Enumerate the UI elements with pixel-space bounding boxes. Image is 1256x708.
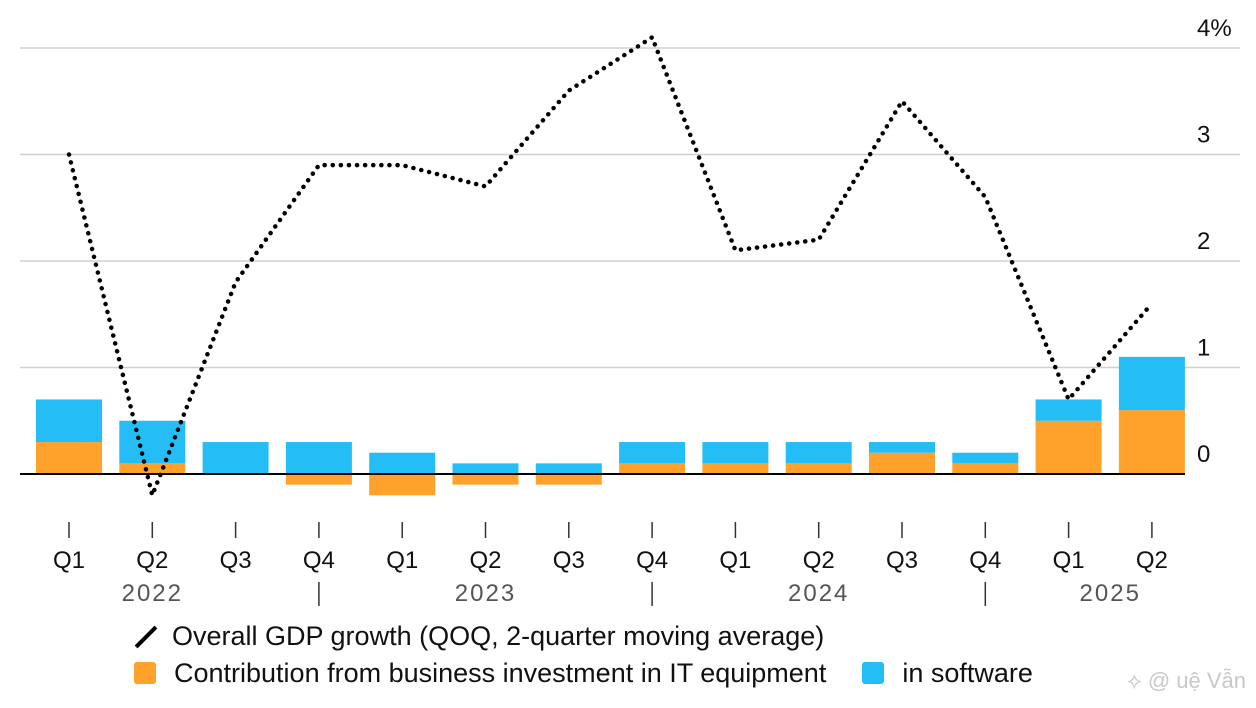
x-tick-label: Q3 [220, 547, 252, 574]
x-tick-label: Q2 [1136, 547, 1168, 574]
bar-software [702, 442, 769, 464]
bar-software [869, 442, 935, 453]
year-label: 2025 [1080, 580, 1141, 607]
x-tick-label: Q4 [636, 547, 668, 574]
chart: 0 1 2 3 4% Q1 Q2 Q3 Q4 Q1 Q2 Q3 Q4 Q1 Q2 Q3 Q4 Q1 Q2 2022 2… [20, 15, 1240, 607]
software-swatch-icon [862, 662, 885, 684]
bar-software [1118, 356, 1185, 411]
bar-equipment [36, 442, 102, 474]
legend-label-software: in software [902, 657, 1033, 688]
y-tick-label: 0 [1197, 441, 1210, 468]
bar-software [535, 463, 602, 474]
year-label: 2022 [122, 580, 183, 607]
bar-equipment [452, 474, 519, 485]
y-tick-labels: 0 1 2 3 4% [1197, 15, 1232, 468]
year-label: 2023 [455, 580, 516, 607]
bar-software [619, 442, 686, 464]
watermark: ⟡ @ uệ Vẫn [1127, 668, 1246, 693]
bar-software [452, 463, 519, 474]
bar-equipment [785, 463, 852, 474]
bar-equipment [952, 463, 1019, 474]
bar-software [36, 399, 102, 443]
x-tick-label: Q2 [469, 547, 501, 574]
x-tick-label: Q1 [386, 547, 418, 574]
gdp-line [66, 35, 1155, 498]
bars [36, 356, 1185, 496]
year-label: 2024 [788, 580, 849, 607]
x-tick-label: Q4 [969, 547, 1001, 574]
legend-label-gdp: Overall GDP growth (QOQ, 2-quarter movin… [172, 620, 825, 651]
bar-equipment [535, 474, 602, 485]
bar-software [119, 420, 186, 464]
x-tick-label: Q2 [136, 547, 168, 574]
bar-equipment [369, 474, 436, 496]
bar-software [202, 442, 269, 474]
bar-software [952, 452, 1019, 464]
bar-equipment [285, 474, 352, 485]
bar-equipment [619, 463, 686, 474]
x-tick-label: Q3 [886, 547, 918, 574]
x-tick-label: Q1 [53, 547, 85, 574]
bar-equipment [1118, 410, 1185, 474]
x-tick-label: Q1 [719, 547, 751, 574]
bar-equipment [119, 463, 186, 474]
x-tick-label: Q4 [303, 547, 335, 574]
bar-software [369, 452, 436, 474]
bar-equipment [869, 452, 935, 474]
legend-item-gdp: Overall GDP growth (QOQ, 2-quarter movin… [130, 618, 824, 654]
bar-equipment [1035, 420, 1102, 474]
legend-item-equipment: Contribution from business investment in… [130, 655, 1033, 691]
equipment-swatch-icon [134, 662, 156, 684]
bar-software [1035, 399, 1102, 421]
bar-equipment [702, 463, 769, 474]
y-tick-label: 1 [1197, 335, 1210, 362]
bar-software [785, 442, 852, 464]
y-tick-label: 2 [1197, 228, 1210, 255]
x-tick-labels: Q1 Q2 Q3 Q4 Q1 Q2 Q3 Q4 Q1 Q2 Q3 Q4 Q1 Q2 2022 2023 2024… [53, 522, 1168, 607]
y-tick-label: 4% [1197, 15, 1232, 42]
bar-software [285, 442, 352, 474]
gridlines [20, 47, 1240, 369]
x-tick-label: Q3 [553, 547, 585, 574]
y-tick-label: 3 [1197, 122, 1210, 149]
gdp-line-path [66, 35, 1155, 498]
line-swatch-icon [130, 621, 160, 651]
x-tick-label: Q1 [1053, 547, 1085, 574]
x-tick-label: Q2 [803, 547, 835, 574]
legend-label-equipment: Contribution from business investment in… [174, 657, 827, 688]
